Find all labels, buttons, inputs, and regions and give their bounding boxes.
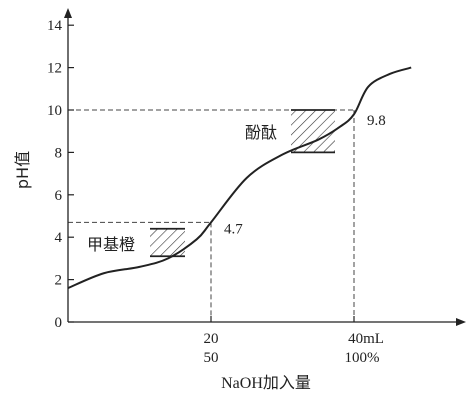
indicator-label: 甲基橙 [87, 235, 135, 254]
indicator-ranges: 甲基橙 酚酞 [87, 109, 335, 258]
y-tick-label: 2 [55, 273, 63, 289]
point-value-label: 9.8 [367, 113, 386, 129]
y-tick-label: 14 [47, 18, 63, 34]
x-axis-label: NaOH加入量 [221, 374, 311, 392]
x-tick-label-percent: 50 [204, 350, 219, 366]
y-axis-label: pH值 [13, 151, 32, 189]
y-tick-label: 4 [55, 230, 63, 246]
y-ticks: 0 2 4 6 8 10 12 14 [47, 18, 74, 331]
titration-curve [67, 66, 412, 290]
x-ticks: 20 50 40mL 100% [204, 316, 384, 366]
y-tick-label: 12 [47, 61, 62, 77]
indicator-label: 酚酞 [245, 123, 277, 142]
y-axis-arrow [64, 8, 72, 18]
indicator-range-band [291, 110, 335, 153]
x-axis-arrow [456, 318, 466, 326]
point-value-label: 4.7 [224, 221, 243, 237]
titration-curve-group [67, 66, 412, 290]
y-tick-label: 10 [47, 103, 62, 119]
reference-lines [68, 109, 355, 322]
y-tick-label: 8 [55, 145, 63, 161]
y-tick-label: 0 [55, 315, 63, 331]
x-tick-label: 40mL [348, 331, 384, 347]
y-tick-label: 6 [55, 188, 63, 204]
annotations: 4.7 9.8 [224, 113, 386, 237]
x-tick-label: 20 [204, 331, 219, 347]
x-tick-label-percent: 100% [345, 350, 380, 366]
